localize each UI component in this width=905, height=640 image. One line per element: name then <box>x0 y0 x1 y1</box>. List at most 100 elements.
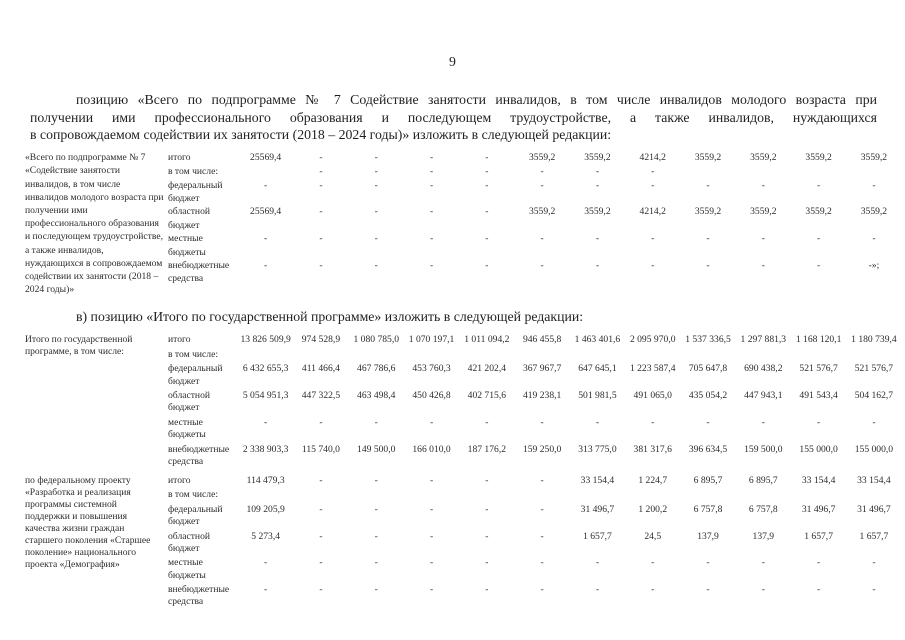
row-group-label: «Всего по подпрограмме № 7 «Содействие з… <box>25 152 164 296</box>
table-cell-value: 467 786,6 <box>357 363 396 375</box>
row-group-label: Итого по государственной программе, в то… <box>25 334 133 358</box>
table-cell-value: 1 180 739,4 <box>851 334 897 346</box>
table-cell-value: - <box>761 557 765 569</box>
table-cell-value: 435 054,2 <box>688 390 728 402</box>
table-cell-value: - <box>319 233 323 245</box>
table-cell-value: 1 537 336,5 <box>685 334 731 346</box>
table-cell-value: 5 054 951,3 <box>242 390 289 402</box>
table-cell-value: - <box>485 416 489 428</box>
table-cell-value: - <box>706 233 710 245</box>
table-cell-value: - <box>429 557 434 569</box>
table-cell-value: 3559,2 <box>860 152 888 164</box>
table-cell-value: - <box>374 233 378 245</box>
table-cell-value: 3559,2 <box>694 152 722 164</box>
table-cell-value: 33 154,4 <box>580 474 615 486</box>
table-cell-value: 974 528,9 <box>301 334 341 346</box>
table-cell-value: - <box>319 260 323 272</box>
table-cell-value: 381 317,6 <box>633 443 672 455</box>
table-cell-value: 411 466,4 <box>301 363 340 375</box>
paragraph-subprogram7-amendment: позицию «Всего по подпрограмме № 7 Содей… <box>30 91 877 144</box>
table-cell-value: - <box>429 165 434 177</box>
table-cell-value: - <box>264 584 268 596</box>
budget-type-label: федеральный бюджет <box>168 179 223 204</box>
table-cell-value: - <box>264 260 268 272</box>
table-cell-value: 463 498,4 <box>357 390 396 402</box>
table-cell-value: - <box>485 152 489 164</box>
table-cell-value: 4214,2 <box>639 152 666 164</box>
table-row: внебюджетные средства - - - - - - - - - - - - <box>168 584 905 608</box>
table-cell-value: 5 273,4 <box>251 530 281 542</box>
table-cell-value: - <box>264 233 268 245</box>
table-row: областной бюджет 25569,4 - - - - 3559,2 3559,2 4… <box>168 205 905 231</box>
table-cell-value: 1 223 587,4 <box>629 363 676 375</box>
table-cell-value: - <box>595 179 600 191</box>
table-cell-value: 187 176,2 <box>467 443 507 455</box>
table-cell-value: 33 154,4 <box>801 474 836 486</box>
table-cell-value: - <box>817 557 821 569</box>
table-row: местные бюджеты - - - - - - - - - - - - <box>168 232 905 258</box>
table-cell-value: - <box>540 179 544 191</box>
table-cell-value: 501 981,5 <box>578 390 617 402</box>
table-cell-value: - <box>429 503 434 515</box>
table-cell-value: 24,5 <box>644 530 662 542</box>
table-cell-value: 6 757,8 <box>748 503 778 515</box>
table-cell-value: 1 224,7 <box>638 474 668 486</box>
table-cell-value: 419 238,1 <box>522 390 562 402</box>
table-cell-value: 504 162,7 <box>854 390 894 402</box>
row-group-values: итого 25569,4 - - - - 3559,2 3559,2 4214,2 3559,2… <box>168 151 905 286</box>
table-cell-value: - <box>872 233 876 245</box>
table-cell-value: 521 576,7 <box>854 363 894 375</box>
table-row: в том числе: <box>168 489 905 501</box>
table-cell-value: 447 943,1 <box>744 390 783 402</box>
table-cell-value: - <box>651 557 655 569</box>
table-cell-value: - <box>429 416 434 428</box>
table-cell-value: 25569,4 <box>250 152 282 164</box>
table-cell-value: - <box>595 557 600 569</box>
table-cell-value: 33 154,4 <box>857 474 891 486</box>
table-cell-value: 155 000,0 <box>854 443 894 455</box>
table-cell-value: - <box>374 206 378 218</box>
table-cell-value: - <box>540 474 544 486</box>
table-cell-value: - <box>264 179 268 191</box>
table-cell-value: 367 967,7 <box>522 363 562 375</box>
table-cell-value: - <box>319 206 323 218</box>
table-cell-value: 31 496,7 <box>580 503 615 515</box>
table-cell-value: 3559,2 <box>860 206 888 218</box>
table-cell-value: 115 740,0 <box>301 443 340 455</box>
table-cell-value: - <box>264 416 268 428</box>
subprogram7-totals-table: «Всего по подпрограмме № 7 «Содействие з… <box>25 151 905 296</box>
budget-type-label: в том числе: <box>168 489 219 501</box>
table-cell-value: 491 065,0 <box>633 390 672 402</box>
table-cell-value: 2 338 903,3 <box>242 443 289 455</box>
table-cell-value: - <box>540 557 544 569</box>
table-cell-value: - <box>706 584 710 596</box>
table-cell-value: - <box>872 557 876 569</box>
table-cell-value: 3559,2 <box>528 152 556 164</box>
table-cell-value: 6 895,7 <box>748 474 778 486</box>
table-cell-value: 402 715,6 <box>467 390 507 402</box>
table-cell-value: 6 895,7 <box>693 474 723 486</box>
table-cell-value: 946 455,8 <box>522 334 562 346</box>
table-cell-value: 149 500,0 <box>357 443 396 455</box>
table-cell-value: - <box>817 233 821 245</box>
table-cell-value: - <box>761 179 765 191</box>
table-cell-value: - <box>651 416 655 428</box>
table-cell-value: 155 000,0 <box>799 443 838 455</box>
table-cell-value: 31 496,7 <box>801 503 836 515</box>
table-cell-value: 453 760,3 <box>412 363 451 375</box>
table-row: внебюджетные средства 2 338 903,3 115 740,… <box>168 444 905 468</box>
table-cell-value: - <box>374 530 378 542</box>
table-cell-value: - <box>706 179 710 191</box>
table-cell-value: - <box>374 474 378 486</box>
table-cell-value: 1 200,2 <box>638 503 668 515</box>
table-row: областной бюджет 5 273,4 - - - - - 1 657,7 24,5 1… <box>168 531 905 555</box>
table-cell-value: 13 826 509,9 <box>240 334 291 346</box>
table-cell-value: - <box>319 152 323 164</box>
budget-type-label: местные бюджеты <box>168 233 206 258</box>
table-row: внебюджетные средства - - - - - - - - - - - -»; <box>168 259 905 285</box>
table-cell-value: 521 576,7 <box>799 363 838 375</box>
table-cell-value: 1 297 881,3 <box>740 334 787 346</box>
table-row-group: «Всего по подпрограмме № 7 «Содействие з… <box>25 151 905 296</box>
table-cell-value: - <box>374 584 378 596</box>
budget-type-label: местные бюджеты <box>168 557 206 581</box>
